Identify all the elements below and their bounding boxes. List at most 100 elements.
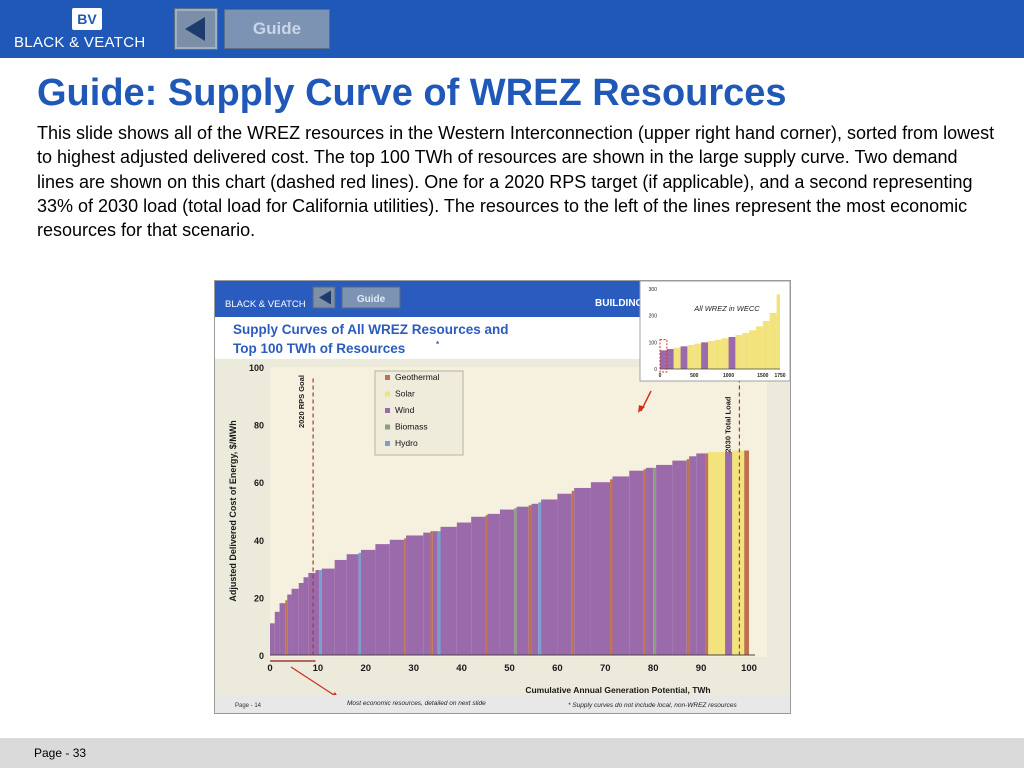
supply-bar-hydro bbox=[319, 570, 322, 655]
inset-x-tick-label: 1500 bbox=[757, 373, 768, 379]
supply-bar-wind bbox=[612, 476, 630, 655]
inset-callout-arrow-head-icon bbox=[638, 405, 645, 413]
inset-bar-solar bbox=[714, 339, 722, 369]
main-x-tick-label: 90 bbox=[696, 663, 707, 674]
supply-bar-wind bbox=[456, 522, 472, 655]
inset-bar-solar bbox=[769, 313, 777, 369]
supply-bar-wind bbox=[298, 583, 304, 655]
main-y-tick-label: 80 bbox=[254, 421, 264, 431]
inset-bar-solar bbox=[735, 334, 743, 369]
inset-bar-wind bbox=[660, 350, 667, 369]
supply-bar-wind bbox=[406, 535, 424, 655]
inset-bar-wind bbox=[728, 337, 736, 369]
inset-x-tick-label: 1750 bbox=[774, 373, 785, 379]
slide-title: Guide: Supply Curve of WREZ Resources bbox=[37, 72, 787, 114]
supply-bar-wind bbox=[629, 470, 644, 655]
supply-bar-wind bbox=[274, 611, 280, 655]
supply-bar-geothermal bbox=[485, 515, 488, 655]
guide-button[interactable]: Guide bbox=[224, 9, 330, 49]
embedded-guide-label: Guide bbox=[357, 294, 386, 305]
supply-bar-wind bbox=[279, 603, 286, 655]
embedded-title-line2: Top 100 TWh of Resources bbox=[233, 341, 405, 356]
supply-bar-wind bbox=[646, 467, 654, 655]
supply-bar-geothermal bbox=[404, 538, 407, 655]
supply-bar-wind bbox=[656, 464, 673, 655]
inset-highlight-box bbox=[659, 339, 668, 373]
supply-bar-wind bbox=[574, 487, 591, 655]
main-x-axis-label: Cumulative Annual Generation Potential, … bbox=[525, 685, 710, 695]
supply-bar-wind bbox=[440, 526, 457, 655]
embedded-slide-image: BLACK & VEATCH Guide BUILDING Supply Cur… bbox=[214, 280, 791, 714]
demand-line-label: 2020 RPS Goal bbox=[297, 375, 306, 428]
main-y-tick-label: 100 bbox=[249, 363, 264, 373]
inset-bar-solar bbox=[776, 294, 780, 369]
supply-bar-wind bbox=[590, 482, 611, 655]
legend-swatch-hydro bbox=[385, 441, 390, 446]
inset-bar-wind bbox=[701, 342, 708, 369]
inset-y-tick-label: 300 bbox=[649, 287, 658, 293]
embedded-footer-note: Most economic resources, detailed on nex… bbox=[347, 700, 486, 707]
legend-label-solar: Solar bbox=[395, 389, 415, 399]
inset-bar-solar bbox=[721, 338, 729, 369]
supply-bar-wind bbox=[557, 493, 572, 655]
supply-bar-hydro bbox=[538, 502, 542, 655]
inset-bar-solar bbox=[673, 347, 681, 369]
supply-bar-wind bbox=[689, 456, 697, 655]
logo-text: BLACK & VEATCH bbox=[14, 34, 146, 51]
back-button[interactable] bbox=[174, 8, 218, 50]
main-y-tick-label: 20 bbox=[254, 593, 264, 603]
logo-mark-icon: BV bbox=[72, 8, 102, 30]
supply-bar-geothermal bbox=[430, 531, 433, 655]
main-x-tick-label: 0 bbox=[267, 663, 272, 674]
main-x-tick-label: 30 bbox=[408, 663, 419, 674]
supply-bar-wind bbox=[361, 549, 376, 655]
supply-bar-wind bbox=[432, 531, 438, 655]
legend-label-hydro: Hydro bbox=[395, 438, 418, 448]
economic-range-callout-arrow bbox=[290, 666, 338, 698]
supply-bar-solar bbox=[732, 450, 745, 655]
supply-bar-wind bbox=[499, 509, 515, 655]
supply-bar-wind bbox=[487, 513, 500, 655]
legend-swatch-solar bbox=[385, 391, 390, 397]
main-x-tick-label: 70 bbox=[600, 663, 611, 674]
main-y-axis-label: Adjusted Delivered Cost of Energy, $/MWh bbox=[228, 420, 238, 601]
supply-bar-wind bbox=[725, 451, 733, 655]
supply-bar-wind bbox=[375, 544, 390, 655]
embedded-back-triangle-icon bbox=[319, 290, 331, 305]
main-y-tick-label: 0 bbox=[259, 651, 264, 661]
supply-bar-geothermal bbox=[643, 469, 647, 655]
supply-bar-wind bbox=[287, 594, 292, 655]
inset-x-tick-label: 1000 bbox=[723, 373, 734, 379]
embedded-footer-page: Page - 14 bbox=[235, 703, 262, 709]
inset-bar-wind bbox=[666, 349, 674, 369]
main-x-tick-label: 20 bbox=[361, 663, 372, 674]
supply-bar-geothermal bbox=[610, 479, 613, 655]
demand-line-label: 2030 Total Load bbox=[723, 396, 732, 453]
supply-bar-geothermal bbox=[686, 459, 690, 655]
inset-supply-curve-chart: All WREZ in WECC 0 100 200 300 0 500 1000 1500 1… bbox=[639, 281, 790, 382]
main-x-tick-label: 40 bbox=[456, 663, 467, 674]
supply-bar-biomass bbox=[653, 467, 657, 655]
supply-bar-geothermal bbox=[705, 453, 709, 655]
legend-label-geothermal: Geothermal bbox=[395, 372, 440, 382]
main-x-tick-label: 80 bbox=[648, 663, 659, 674]
embedded-building-label: BUILDING bbox=[595, 298, 644, 309]
main-y-tick-label: 40 bbox=[254, 536, 264, 546]
embedded-title-line1: Supply Curves of All WREZ Resources and bbox=[233, 322, 509, 337]
inset-bar-wind bbox=[680, 346, 688, 369]
inset-chart-title: All WREZ in WECC bbox=[693, 304, 760, 313]
main-x-tick-label: 50 bbox=[504, 663, 515, 674]
legend-swatch-wind bbox=[385, 408, 390, 413]
supply-bar-wind bbox=[423, 532, 431, 655]
supply-bar-wind bbox=[334, 559, 347, 655]
supply-bar-wind bbox=[270, 623, 275, 655]
supply-bar-wind bbox=[696, 453, 706, 655]
main-x-tick-label: 10 bbox=[313, 663, 324, 674]
embedded-slide-canvas: BLACK & VEATCH Guide BUILDING Supply Cur… bbox=[215, 281, 790, 713]
inset-y-tick-label: 100 bbox=[649, 340, 658, 346]
supply-bar-wind bbox=[346, 554, 359, 655]
inset-bar-solar bbox=[756, 326, 763, 369]
supply-bar-wind bbox=[672, 460, 687, 655]
supply-bar-wind bbox=[315, 570, 320, 655]
supply-bar-wind bbox=[321, 568, 335, 655]
